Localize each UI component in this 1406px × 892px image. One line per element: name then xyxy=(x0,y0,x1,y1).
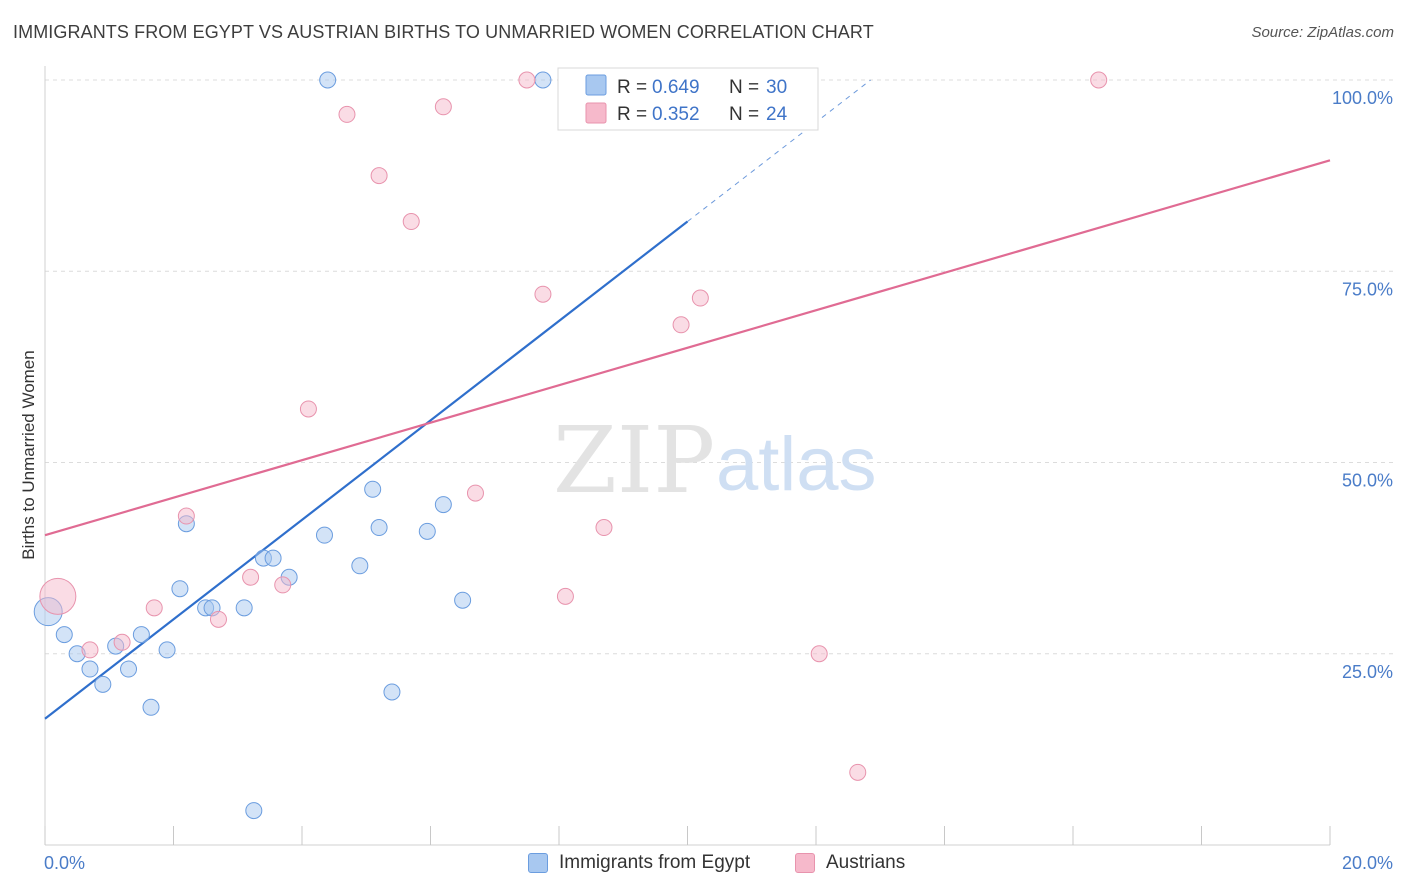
legend-r-label-pink: R = xyxy=(617,104,647,125)
y-tick-label: 25.0% xyxy=(1342,662,1393,682)
legend-label-egypt: Immigrants from Egypt xyxy=(559,852,751,873)
data-point-blue xyxy=(534,71,552,89)
data-point-blue xyxy=(81,660,99,678)
data-point-blue xyxy=(171,580,189,598)
data-point-pink xyxy=(402,213,420,231)
legend-swatch-egypt xyxy=(528,853,548,873)
axes xyxy=(44,66,1331,846)
data-point-blue xyxy=(434,496,452,514)
data-point-blue xyxy=(245,802,263,820)
data-point-pink xyxy=(274,576,292,594)
tick-labels: 25.0% 50.0% 75.0% 100.0% 0.0% 20.0% xyxy=(44,88,1393,873)
chart-title: IMMIGRANTS FROM EGYPT VS AUSTRIAN BIRTHS… xyxy=(13,22,874,42)
bottom-legend: Immigrants from Egypt Austrians xyxy=(0,850,1406,880)
y-tick-label: 50.0% xyxy=(1342,471,1393,491)
data-point-blue xyxy=(383,683,401,701)
data-point-pink xyxy=(209,610,227,628)
data-points xyxy=(33,71,1108,820)
data-point-pink xyxy=(113,633,131,651)
x-tick-label: 0.0% xyxy=(44,853,85,873)
data-point-blue xyxy=(351,557,369,575)
chart-source: Source: ZipAtlas.com xyxy=(1251,24,1394,41)
y-tick-label: 75.0% xyxy=(1342,279,1393,299)
data-point-blue xyxy=(364,480,382,498)
trendlines xyxy=(44,79,1331,720)
data-point-blue xyxy=(158,641,176,659)
data-point-blue xyxy=(319,71,337,89)
watermark: ZIP atlas xyxy=(553,407,877,514)
legend-r-value-pink: 0.352 xyxy=(652,104,700,125)
y-axis-title: Births to Unmarried Women xyxy=(19,350,38,559)
legend-swatch-austrians xyxy=(795,853,815,873)
data-point-pink xyxy=(595,519,613,537)
data-point-blue xyxy=(120,660,138,678)
data-point-pink xyxy=(299,400,317,418)
data-point-blue xyxy=(235,599,253,617)
data-point-pink xyxy=(434,98,452,116)
data-point-pink xyxy=(534,285,552,303)
data-point-pink xyxy=(518,71,536,89)
gridlines xyxy=(45,79,1395,655)
data-point-blue xyxy=(418,522,436,540)
data-point-blue xyxy=(315,526,333,544)
legend-n-value-pink: 24 xyxy=(766,104,788,125)
data-point-pink xyxy=(177,507,195,525)
legend-item-austrians: Austrians xyxy=(795,852,905,874)
legend-n-value-blue: 30 xyxy=(766,77,787,98)
data-point-pink xyxy=(672,316,690,334)
data-point-pink xyxy=(370,167,388,185)
legend-label-austrians: Austrians xyxy=(826,852,906,873)
x-tick-label: 20.0% xyxy=(1342,853,1393,873)
data-point-blue xyxy=(55,626,73,644)
data-point-pink xyxy=(338,105,356,123)
legend-n-label-blue: N = xyxy=(729,77,759,98)
data-point-blue xyxy=(264,549,282,567)
legend-item-egypt: Immigrants from Egypt xyxy=(528,852,750,874)
data-point-pink xyxy=(81,641,99,659)
data-point-pink xyxy=(810,645,828,663)
data-point-pink xyxy=(556,587,574,605)
trendline-extension-blue xyxy=(687,79,871,222)
legend-r-label-blue: R = xyxy=(617,77,647,98)
data-point-blue xyxy=(454,591,472,609)
trendline-blue xyxy=(44,220,689,720)
data-point-pink xyxy=(39,577,77,615)
data-point-blue xyxy=(142,698,160,716)
data-point-pink xyxy=(1090,71,1108,89)
data-point-pink xyxy=(145,599,163,617)
y-tick-label: 100.0% xyxy=(1332,88,1393,108)
legend-box: R = 0.649 N = 30 R = 0.352 N = 24 xyxy=(557,67,819,131)
data-point-pink xyxy=(466,484,484,502)
trendline-pink xyxy=(44,159,1331,537)
data-point-blue xyxy=(370,519,388,537)
watermark-zip: ZIP xyxy=(553,407,715,514)
watermark-atlas: atlas xyxy=(716,422,877,507)
legend-swatch-blue xyxy=(585,74,607,96)
data-point-pink xyxy=(242,568,260,586)
data-point-pink xyxy=(691,289,709,307)
data-point-pink xyxy=(849,763,867,781)
data-point-blue xyxy=(94,675,112,693)
legend-n-label-pink: N = xyxy=(729,104,759,125)
legend-swatch-pink xyxy=(585,102,607,124)
data-point-blue xyxy=(132,626,150,644)
legend-r-value-blue: 0.649 xyxy=(652,77,700,98)
